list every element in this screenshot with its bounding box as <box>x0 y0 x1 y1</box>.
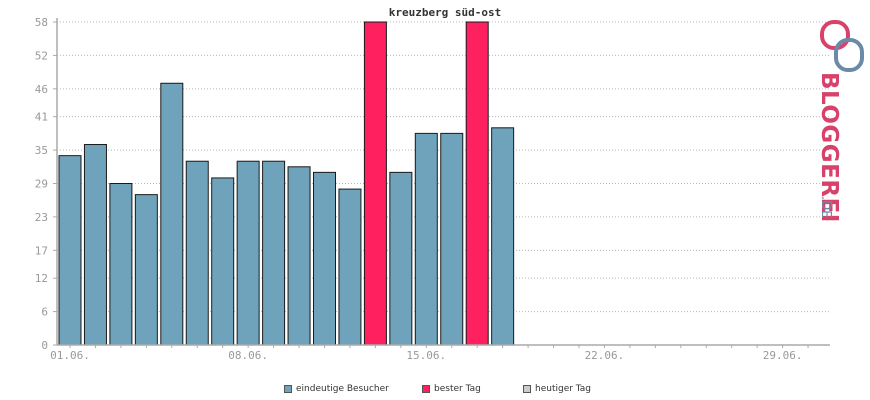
bar <box>440 132 464 346</box>
bar <box>211 177 235 346</box>
bar <box>389 171 413 346</box>
y-tick-label: 6 <box>41 306 48 319</box>
bar <box>287 166 311 346</box>
x-tick-label: 01.06. <box>50 349 90 362</box>
chart-title: kreuzberg süd-ost <box>389 6 502 19</box>
legend-item-unique-visitors: eindeutige Besucher <box>284 384 389 394</box>
x-tick-label: 15.06. <box>406 349 446 362</box>
y-tick-label: 23 <box>35 211 48 224</box>
bar <box>236 160 260 346</box>
logo-brand-text: BLOGGEREI <box>816 72 842 223</box>
bloggerei-logo: BLOGGEREI .DE <box>816 20 864 223</box>
legend: eindeutige Besucher bester Tag heutiger … <box>0 384 870 400</box>
legend-label-today: heutiger Tag <box>535 384 592 394</box>
bar <box>338 188 362 346</box>
legend-swatch-best-day <box>422 385 430 393</box>
x-tick-label: 08.06. <box>228 349 268 362</box>
y-tick-label: 0 <box>41 339 48 352</box>
y-tick-label: 35 <box>35 144 48 157</box>
legend-item-best-day: bester Tag <box>422 384 481 394</box>
bar <box>414 132 438 346</box>
bar <box>109 183 133 346</box>
logo-tld-text: .DE <box>818 196 833 218</box>
bars <box>58 21 515 346</box>
bar <box>134 194 158 346</box>
legend-label-unique-visitors: eindeutige Besucher <box>296 384 389 394</box>
bar <box>58 155 82 346</box>
bar-best-day <box>465 21 489 346</box>
bar <box>262 160 286 346</box>
bar <box>185 160 209 346</box>
legend-swatch-today <box>523 385 531 393</box>
bar-best-day <box>363 21 387 346</box>
bar <box>313 171 336 346</box>
y-tick-label: 58 <box>35 16 48 29</box>
y-tick-label: 46 <box>35 83 48 96</box>
y-tick-label: 41 <box>35 111 48 124</box>
x-tick-label: 22.06. <box>585 349 625 362</box>
legend-label-best-day: bester Tag <box>434 384 481 394</box>
bar <box>491 127 515 346</box>
y-tick-label: 29 <box>35 178 48 191</box>
bar <box>160 82 184 346</box>
axes: 0 6 12 17 23 29 35 41 46 52 58 01.06. 08.06. 15.06. 22… <box>35 16 830 362</box>
logo-mark-icon <box>820 20 864 72</box>
y-tick-label: 52 <box>35 49 48 62</box>
y-tick-label: 17 <box>35 244 48 257</box>
legend-item-today: heutiger Tag <box>523 384 591 394</box>
legend-swatch-unique-visitors <box>284 385 292 393</box>
bar <box>83 144 107 346</box>
y-tick-label: 12 <box>35 272 48 285</box>
x-tick-label: 29.06. <box>763 349 803 362</box>
